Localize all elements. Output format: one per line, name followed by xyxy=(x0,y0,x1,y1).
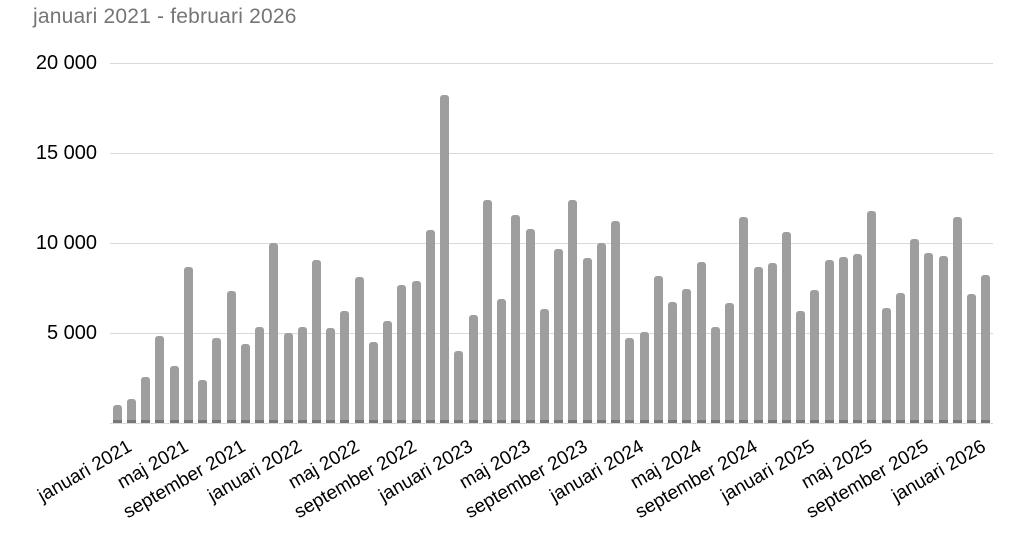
bar[interactable] xyxy=(440,95,450,423)
bar[interactable] xyxy=(895,292,905,423)
bar[interactable] xyxy=(739,216,749,423)
bar[interactable] xyxy=(796,310,806,423)
bar[interactable] xyxy=(924,252,934,423)
bar[interactable] xyxy=(198,379,208,423)
bar[interactable] xyxy=(952,216,962,423)
bar[interactable] xyxy=(938,255,948,423)
bar[interactable] xyxy=(482,199,492,423)
bar[interactable] xyxy=(753,267,763,423)
chart-title: januari 2021 - februari 2026 xyxy=(33,5,297,28)
bar[interactable] xyxy=(155,335,165,423)
bar[interactable] xyxy=(354,277,364,423)
bar[interactable] xyxy=(383,321,393,423)
bar[interactable] xyxy=(183,267,193,423)
bar[interactable] xyxy=(582,258,592,423)
bar[interactable] xyxy=(981,274,991,423)
bar[interactable] xyxy=(312,260,321,423)
gridline xyxy=(110,63,993,64)
bar[interactable] xyxy=(767,262,777,423)
bar[interactable] xyxy=(297,326,307,423)
bar[interactable] xyxy=(539,308,549,423)
bar[interactable] xyxy=(781,232,791,423)
bar[interactable] xyxy=(511,215,521,423)
bar[interactable] xyxy=(596,243,606,423)
bar[interactable] xyxy=(653,276,663,423)
y-axis-tick-label: 20 000 xyxy=(35,52,97,74)
bar[interactable] xyxy=(853,253,863,423)
gridline xyxy=(110,153,993,154)
bar[interactable] xyxy=(454,351,464,423)
bar[interactable] xyxy=(810,289,820,423)
bar[interactable] xyxy=(668,302,678,423)
bar[interactable] xyxy=(710,326,720,423)
bar[interactable] xyxy=(625,337,635,423)
bar[interactable] xyxy=(725,303,735,423)
bar[interactable] xyxy=(867,210,877,423)
bar[interactable] xyxy=(368,342,378,423)
y-axis-tick-label: 5 000 xyxy=(46,322,97,344)
gridline xyxy=(110,243,993,244)
bar[interactable] xyxy=(497,298,507,423)
bar[interactable] xyxy=(639,332,649,423)
bar[interactable] xyxy=(824,260,834,423)
bar[interactable] xyxy=(269,243,279,423)
bar[interactable] xyxy=(838,257,848,423)
bar[interactable] xyxy=(568,199,578,423)
y-axis-tick-label: 10 000 xyxy=(35,232,97,254)
bar[interactable] xyxy=(554,249,564,423)
bar[interactable] xyxy=(682,288,692,423)
bar[interactable] xyxy=(525,228,535,423)
bar[interactable] xyxy=(169,366,179,423)
y-axis-tick-label: 15 000 xyxy=(35,142,97,164)
bar[interactable] xyxy=(611,221,621,423)
gridline xyxy=(110,333,993,334)
bar[interactable] xyxy=(910,238,920,423)
bar[interactable] xyxy=(212,338,222,423)
bar[interactable] xyxy=(112,405,122,423)
bar[interactable] xyxy=(283,333,293,423)
bar[interactable] xyxy=(240,343,250,423)
bar[interactable] xyxy=(468,315,478,423)
bar[interactable] xyxy=(126,398,136,423)
bar[interactable] xyxy=(255,326,265,423)
bar[interactable] xyxy=(967,294,977,423)
x-axis-line xyxy=(110,423,993,424)
bar[interactable] xyxy=(326,327,336,423)
bar[interactable] xyxy=(696,261,706,423)
bar[interactable] xyxy=(411,280,421,423)
bar[interactable] xyxy=(425,230,435,423)
bar[interactable] xyxy=(881,307,891,423)
bar[interactable] xyxy=(226,290,236,423)
bar[interactable] xyxy=(141,377,151,423)
bar[interactable] xyxy=(340,310,350,423)
bar[interactable] xyxy=(397,285,407,423)
